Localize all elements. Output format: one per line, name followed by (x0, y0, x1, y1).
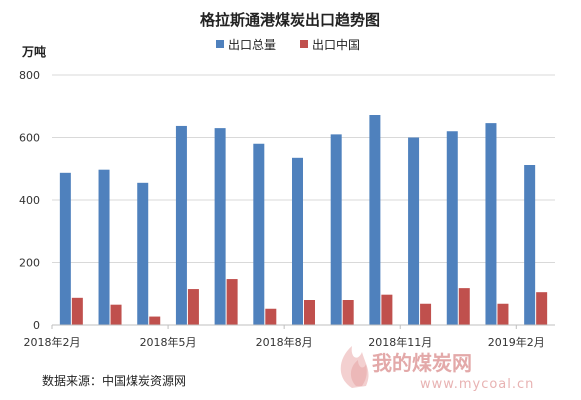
bar-exports-to-china (458, 288, 470, 325)
bar-total-exports (446, 131, 458, 325)
y-axis-unit: 万吨 (21, 44, 46, 59)
bar-exports-to-china (420, 303, 432, 325)
bar-total-exports (253, 143, 265, 325)
bar-exports-to-china (497, 303, 509, 325)
bar-exports-to-china (265, 308, 277, 325)
watermark-flame-logo (340, 346, 369, 388)
watermark-url: www.mycoal.cn (420, 377, 534, 392)
bars-layer (59, 115, 548, 325)
watermark-text: 我的煤炭网 (372, 351, 472, 375)
bar-exports-to-china (110, 304, 122, 325)
bar-total-exports (175, 125, 187, 325)
legend-swatch-total (216, 40, 224, 48)
legend-swatch-china (300, 40, 308, 48)
axis-layer: 0 200 400 600 800 2018年2月 2018年5月 2018年8月 2018年1… (19, 69, 555, 349)
y-tick-label: 0 (33, 319, 40, 332)
bar-total-exports (485, 123, 497, 325)
legend: 出口总量 出口中国 (216, 37, 360, 52)
y-tick-label: 200 (19, 257, 40, 270)
bar-total-exports (330, 134, 342, 325)
bar-total-exports (98, 169, 110, 325)
bar-exports-to-china (536, 292, 548, 325)
bar-exports-to-china (304, 300, 315, 325)
bar-exports-to-china (381, 294, 393, 325)
bar-exports-to-china (187, 289, 199, 325)
watermark: 我的煤炭网 www.mycoal.cn (340, 346, 534, 392)
x-tick-label: 2018年5月 (140, 335, 197, 349)
x-tick-label: 2018年11月 (368, 335, 432, 349)
bar-exports-to-china (71, 297, 83, 325)
y-tick-label: 600 (19, 132, 40, 145)
source-note: 数据来源：中国煤炭资源网 (42, 373, 186, 388)
bar-total-exports (408, 137, 420, 325)
bar-total-exports (524, 165, 536, 325)
bar-total-exports (214, 128, 226, 325)
bar-exports-to-china (226, 279, 238, 325)
legend-label-total: 出口总量 (228, 38, 276, 52)
bar-total-exports (292, 157, 303, 325)
x-tick-label: 2018年2月 (24, 335, 81, 349)
bar-total-exports (59, 172, 71, 325)
chart-title: 格拉斯通港煤炭出口趋势图 (200, 11, 380, 29)
x-tick-label: 2018年8月 (256, 335, 313, 349)
legend-label-china: 出口中国 (312, 37, 360, 52)
bar-total-exports (137, 182, 149, 325)
bar-total-exports (369, 115, 381, 325)
x-tick-label: 2019年2月 (488, 335, 545, 349)
bar-exports-to-china (342, 300, 354, 325)
y-tick-label: 400 (19, 194, 40, 207)
grid-layer (52, 74, 555, 263)
bar-exports-to-china (149, 316, 161, 325)
y-tick-label: 800 (19, 69, 40, 82)
